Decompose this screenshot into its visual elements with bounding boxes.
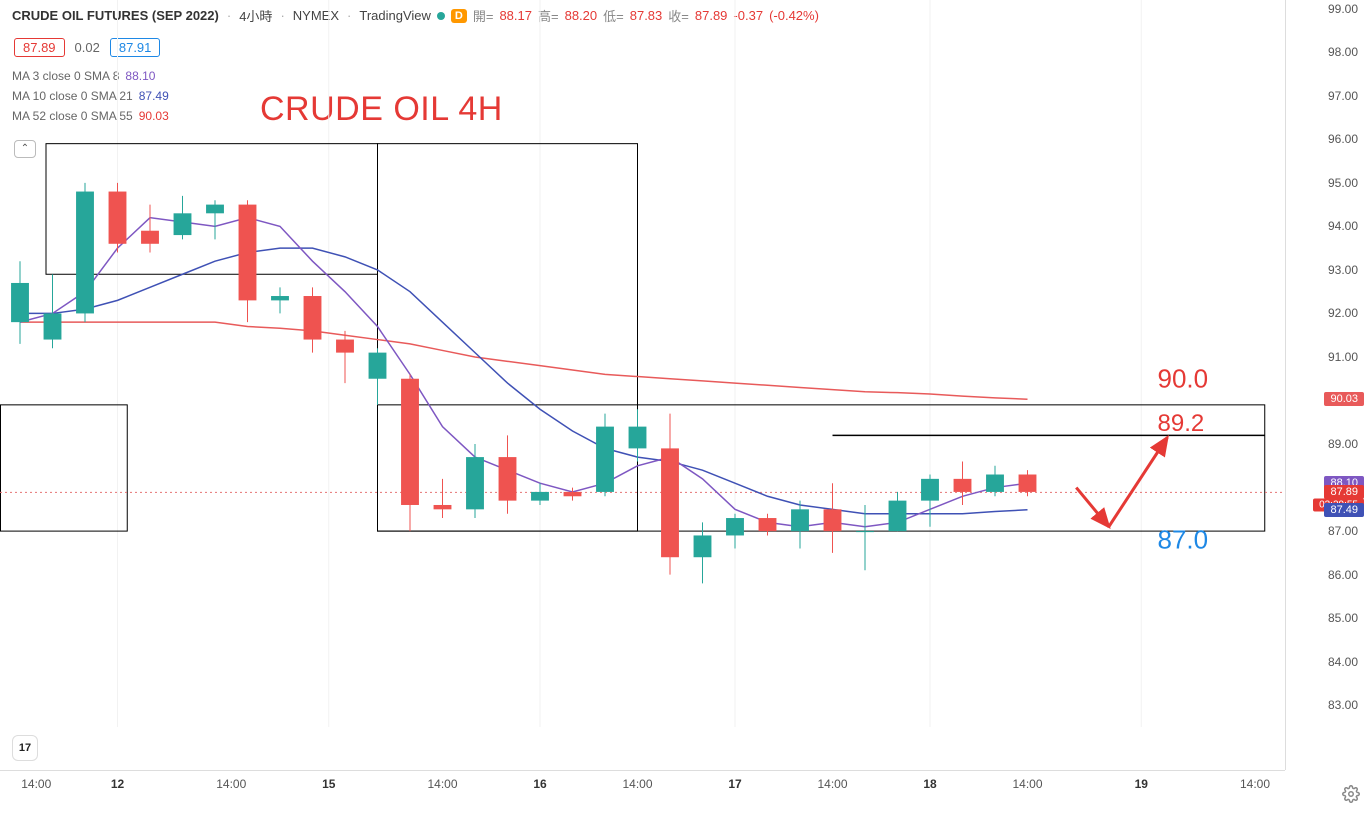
y-tick: 97.00	[1328, 89, 1358, 103]
y-tick: 83.00	[1328, 698, 1358, 712]
x-tick: 12	[111, 777, 124, 791]
y-tick: 89.00	[1328, 437, 1358, 451]
x-tick: 14:00	[427, 777, 457, 791]
x-tick: 18	[923, 777, 936, 791]
x-tick: 14:00	[622, 777, 652, 791]
x-tick: 19	[1135, 777, 1148, 791]
chart-svg: 90.0 89.2 87.0	[0, 0, 1285, 770]
y-price-badge: 90.03	[1324, 392, 1364, 406]
x-tick: 14:00	[216, 777, 246, 791]
y-tick: 86.00	[1328, 568, 1358, 582]
x-tick: 17	[728, 777, 741, 791]
y-tick: 98.00	[1328, 45, 1358, 59]
y-tick: 84.00	[1328, 655, 1358, 669]
y-tick: 96.00	[1328, 132, 1358, 146]
y-tick: 94.00	[1328, 219, 1358, 233]
tradingview-logo[interactable]: 17	[12, 735, 38, 761]
x-tick: 14:00	[1012, 777, 1042, 791]
y-axis[interactable]: 83.0084.0085.0086.0087.0088.0089.0090.00…	[1285, 0, 1370, 770]
y-tick: 92.00	[1328, 306, 1358, 320]
y-price-badge: 87.49	[1324, 503, 1364, 517]
y-price-badge: 87.89	[1324, 485, 1364, 499]
svg-text:90.0: 90.0	[1158, 363, 1209, 393]
y-tick: 99.00	[1328, 2, 1358, 16]
y-tick: 87.00	[1328, 524, 1358, 538]
y-tick: 85.00	[1328, 611, 1358, 625]
y-tick: 95.00	[1328, 176, 1358, 190]
svg-text:89.2: 89.2	[1158, 410, 1205, 437]
y-tick: 93.00	[1328, 263, 1358, 277]
y-tick: 91.00	[1328, 350, 1358, 364]
x-tick: 14:00	[21, 777, 51, 791]
x-axis[interactable]: 14:00 12 14:00 15 14:00 16 14:00 17 14:00 18 14:00…	[0, 770, 1285, 813]
x-tick: 15	[322, 777, 335, 791]
settings-gear-icon[interactable]	[1342, 785, 1360, 803]
svg-text:87.0: 87.0	[1158, 525, 1209, 555]
x-tick: 14:00	[1240, 777, 1270, 791]
chart-plot-area[interactable]: 90.0 89.2 87.0	[0, 0, 1285, 770]
x-tick: 16	[533, 777, 546, 791]
trading-chart: CRUDE OIL FUTURES (SEP 2022) · 4小時 · NYM…	[0, 0, 1370, 813]
x-tick: 14:00	[817, 777, 847, 791]
